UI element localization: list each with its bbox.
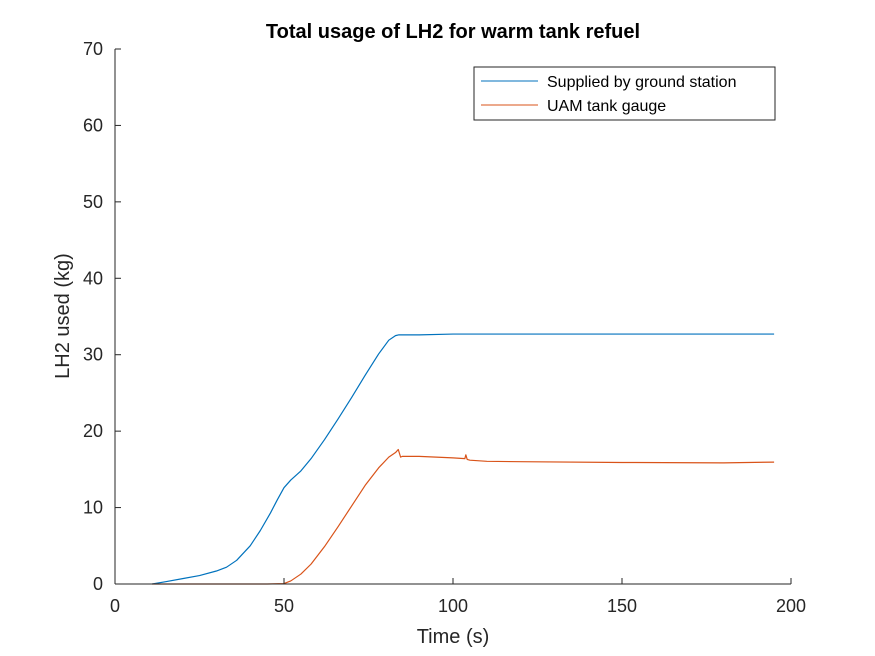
- plot-area: 0 50 100 150 200 0 10 20 30 40 50 60 70: [83, 39, 806, 616]
- y-tick-label: 0: [93, 574, 103, 594]
- legend-box: [473, 66, 776, 121]
- legend-label-uam-tank: UAM tank gauge: [547, 98, 666, 115]
- x-tick-label: 100: [438, 596, 468, 616]
- chart-title: Total usage of LH2 for warm tank refuel: [266, 21, 640, 43]
- y-axis-label: LH2 used (kg): [52, 253, 74, 379]
- x-tick-label: 150: [607, 596, 637, 616]
- series-line-ground-station: [152, 333, 775, 585]
- legend: Supplied by ground station UAM tank gaug…: [473, 66, 776, 121]
- x-tick-label: 200: [776, 596, 806, 616]
- y-tick-label: 40: [83, 268, 103, 288]
- series-line-uam-tank: [152, 448, 775, 585]
- series-layer: [152, 333, 775, 585]
- y-tick-label: 70: [83, 39, 103, 59]
- x-tick-label: 50: [274, 596, 294, 616]
- y-tick-label: 50: [83, 192, 103, 212]
- x-axis-label: Time (s): [417, 626, 490, 648]
- axes-background: [115, 49, 791, 584]
- y-tick-label: 10: [83, 498, 103, 518]
- y-tick-label: 30: [83, 345, 103, 365]
- legend-label-ground-station: Supplied by ground station: [547, 74, 736, 91]
- y-tick-label: 20: [83, 421, 103, 441]
- x-tick-label: 0: [110, 596, 120, 616]
- y-tick-label: 60: [83, 115, 103, 135]
- tick-layer: 0 50 100 150 200 0 10 20 30 40 50 60 70: [83, 39, 806, 616]
